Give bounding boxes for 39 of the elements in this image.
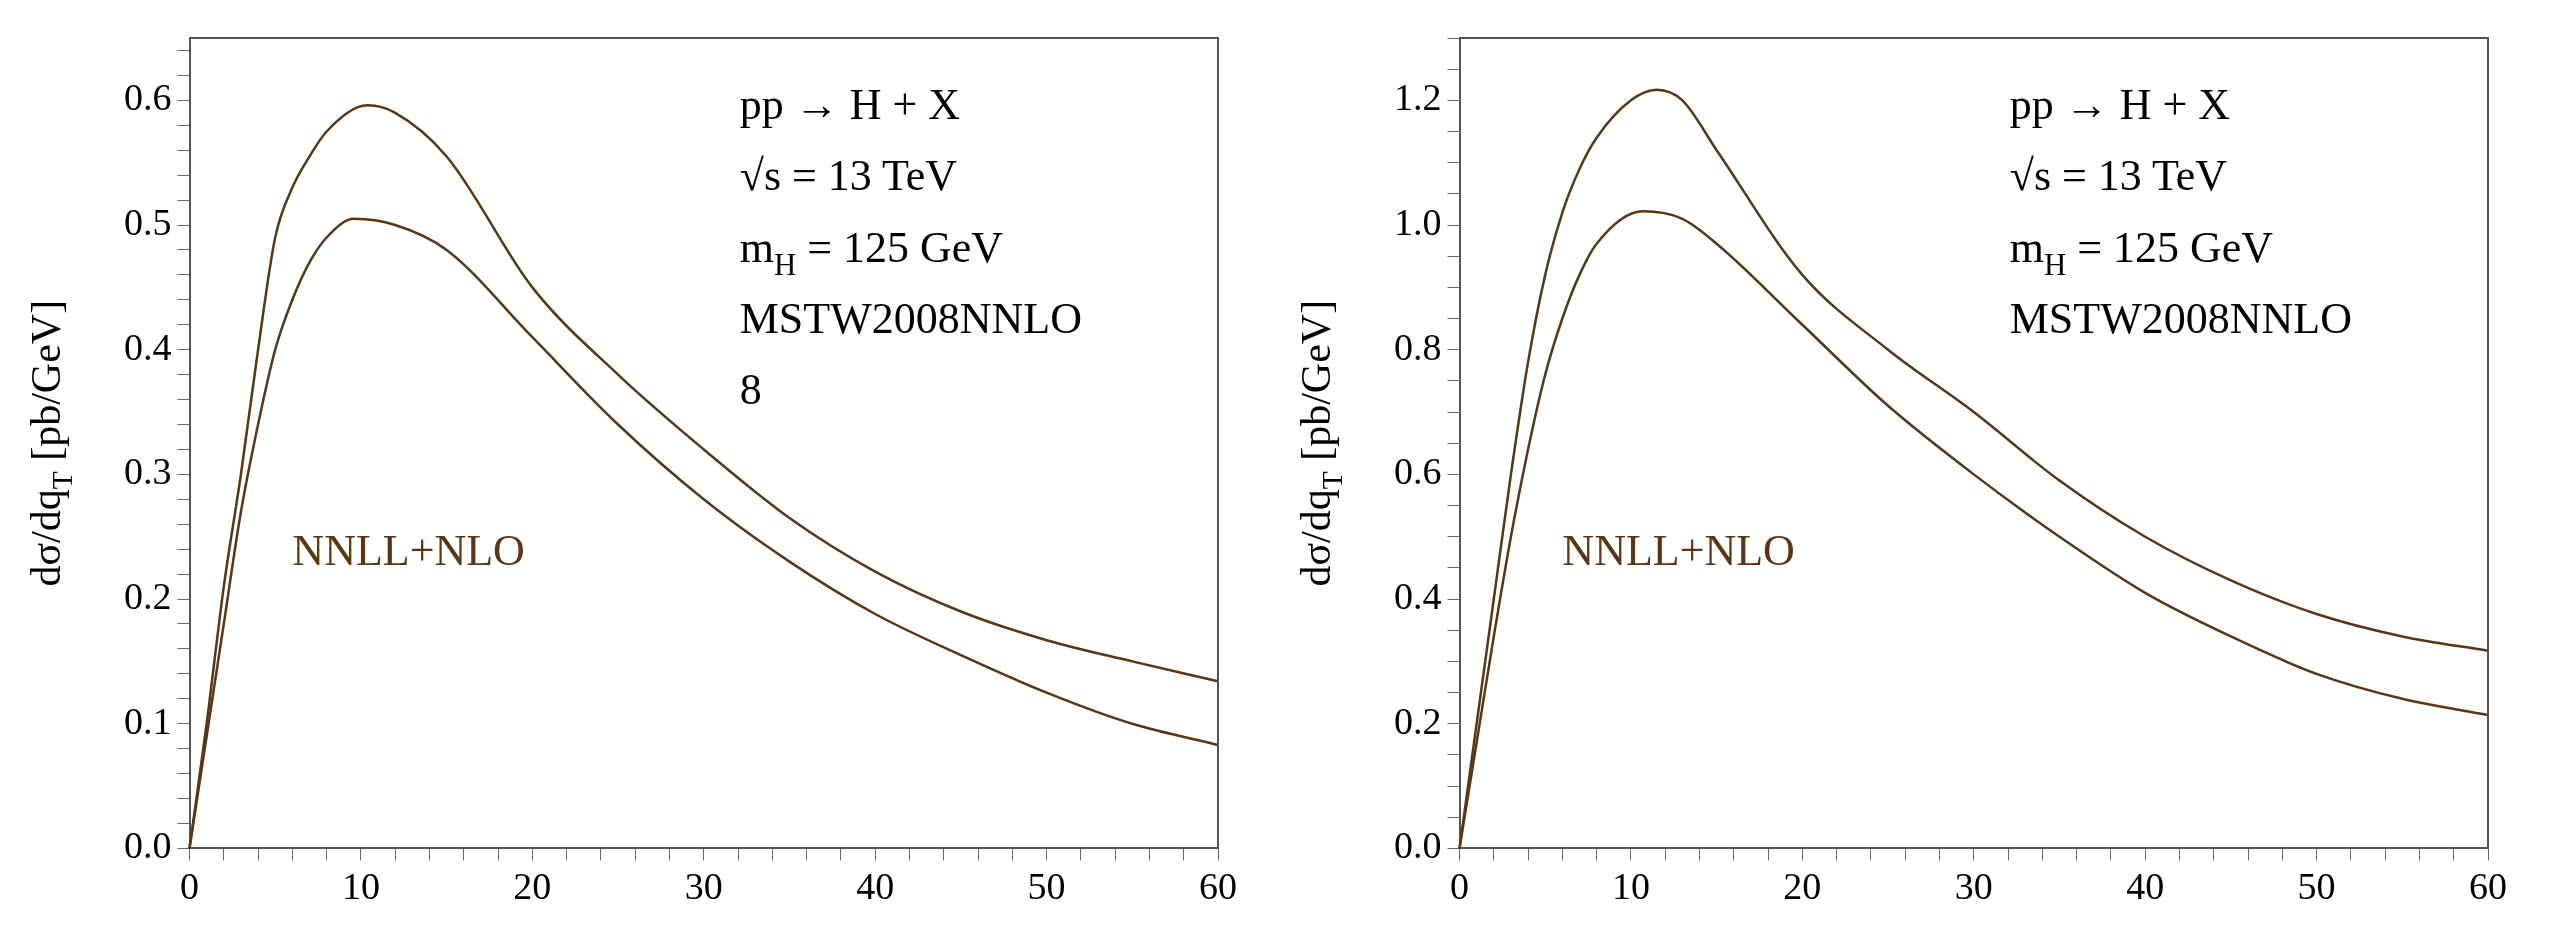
y-tick-label: 0.2 <box>124 575 172 618</box>
annotation: √s = 13 TeV <box>2009 151 2228 201</box>
y-tick-label: 0.4 <box>1394 575 1442 618</box>
y-tick-label: 0.6 <box>124 76 172 119</box>
y-tick-label: 0.0 <box>1394 824 1442 867</box>
x-tick-label: 10 <box>341 865 380 908</box>
annotation: 8 <box>739 365 762 415</box>
annotation: √s = 13 TeV <box>739 151 958 201</box>
x-tick-label: 10 <box>1611 865 1650 908</box>
annotation: MSTW2008NNLO <box>739 293 1082 343</box>
x-tick-label: 50 <box>2297 865 2336 908</box>
y-tick-label: 0.1 <box>124 699 172 742</box>
y-axis-title: dσ/dqT [pb/GeV] <box>22 299 79 587</box>
y-tick-label: 1.2 <box>1394 76 1442 119</box>
x-tick-label: 20 <box>513 865 552 908</box>
x-tick-label: 20 <box>1783 865 1822 908</box>
y-tick-label: 0.6 <box>1394 450 1442 493</box>
x-tick-label: 60 <box>2469 865 2507 908</box>
x-tick-label: 40 <box>2126 865 2165 908</box>
x-tick-label: 30 <box>1954 865 1993 908</box>
x-tick-label: 60 <box>1199 865 1237 908</box>
y-tick-label: 0.2 <box>1394 699 1442 742</box>
annotation: pp → H + X <box>2009 80 2231 130</box>
y-tick-label: 0.8 <box>1394 325 1442 368</box>
x-tick-label: 40 <box>856 865 895 908</box>
y-axis-title: dσ/dqT [pb/GeV] <box>1292 299 1349 587</box>
y-tick-label: 0.3 <box>124 450 172 493</box>
x-tick-label: 30 <box>684 865 723 908</box>
x-tick-label: 50 <box>1027 865 1066 908</box>
y-tick-label: 0.0 <box>124 824 172 867</box>
annotation: MSTW2008NNLO <box>2009 293 2352 343</box>
series-label: NNLL+NLO <box>292 525 525 575</box>
y-tick-label: 0.5 <box>124 201 172 243</box>
annotation: pp → H + X <box>739 80 961 130</box>
y-tick-label: 0.4 <box>124 325 172 368</box>
x-tick-label: 0 <box>180 865 199 908</box>
y-tick-label: 1.0 <box>1394 201 1442 243</box>
x-tick-label: 0 <box>1450 865 1469 908</box>
series-label: NNLL+NLO <box>1562 525 1795 575</box>
